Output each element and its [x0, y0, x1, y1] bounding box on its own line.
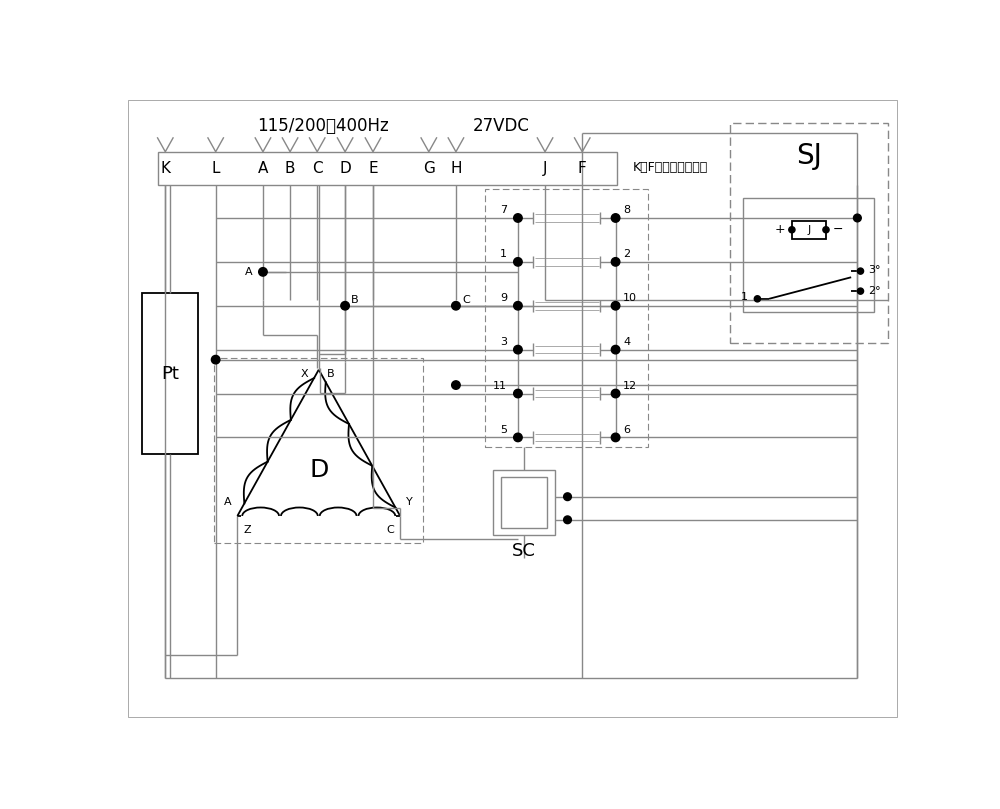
Text: 4: 4 [623, 337, 630, 347]
Circle shape [341, 302, 349, 310]
Bar [792, 221, 826, 239]
Text: G: G [423, 161, 435, 176]
Text: X: X [301, 369, 309, 379]
Text: K: K [160, 161, 170, 176]
Bar [142, 293, 198, 455]
Text: +: + [774, 223, 785, 236]
Text: A: A [245, 267, 253, 277]
Text: F: F [578, 161, 587, 176]
Text: J: J [807, 225, 811, 235]
Text: C: C [386, 525, 394, 535]
Circle shape [611, 302, 620, 310]
Text: −: − [833, 223, 844, 236]
Text: 1: 1 [500, 249, 507, 259]
Bar [158, 152, 617, 185]
Circle shape [754, 296, 761, 302]
Text: 10: 10 [623, 293, 637, 303]
Circle shape [857, 288, 864, 294]
Text: E: E [368, 161, 378, 176]
Circle shape [452, 381, 460, 389]
Bar [501, 477, 547, 527]
Circle shape [514, 257, 522, 266]
Circle shape [857, 268, 864, 274]
Text: 3: 3 [500, 337, 507, 347]
Circle shape [514, 345, 522, 354]
Text: B: B [285, 161, 295, 176]
Text: 1: 1 [741, 291, 748, 302]
Text: 27VDC: 27VDC [472, 116, 529, 134]
Text: Pt: Pt [161, 365, 179, 383]
Circle shape [823, 227, 829, 233]
Text: 7: 7 [500, 205, 507, 215]
Text: SC: SC [512, 541, 536, 560]
Text: B: B [351, 294, 359, 305]
Circle shape [564, 493, 571, 501]
Text: 6: 6 [623, 425, 630, 434]
Bar [730, 123, 888, 343]
Text: D: D [339, 161, 351, 176]
Text: 2°: 2° [868, 286, 881, 296]
Circle shape [611, 345, 620, 354]
Text: A: A [224, 497, 231, 507]
Circle shape [854, 214, 861, 222]
Circle shape [514, 433, 522, 442]
Text: D: D [309, 458, 328, 482]
Text: A: A [258, 161, 268, 176]
Text: 3°: 3° [868, 265, 881, 274]
Text: 12: 12 [623, 381, 637, 391]
Text: 9: 9 [500, 293, 507, 303]
Circle shape [452, 302, 460, 310]
Circle shape [611, 214, 620, 222]
Bar [485, 188, 648, 447]
Text: J: J [543, 161, 547, 176]
Text: B: B [326, 369, 334, 379]
Text: 2: 2 [623, 249, 630, 259]
Circle shape [564, 516, 571, 523]
Text: SJ: SJ [796, 142, 822, 170]
Circle shape [514, 214, 522, 222]
Circle shape [514, 302, 522, 310]
Text: Z: Z [244, 525, 251, 535]
Text: H: H [450, 161, 462, 176]
Circle shape [611, 389, 620, 398]
Circle shape [611, 433, 620, 442]
Text: Y: Y [406, 497, 413, 507]
Text: 8: 8 [623, 205, 630, 215]
Text: C: C [462, 294, 470, 305]
Circle shape [611, 257, 620, 266]
Circle shape [211, 355, 220, 364]
Bar [743, 197, 874, 312]
Text: 11: 11 [493, 381, 507, 391]
Text: L: L [211, 161, 220, 176]
Bar [214, 358, 423, 543]
Text: 5: 5 [500, 425, 507, 434]
Bar [493, 470, 555, 536]
Circle shape [259, 268, 267, 276]
Text: C: C [312, 161, 323, 176]
Circle shape [789, 227, 795, 233]
Circle shape [514, 389, 522, 398]
Text: K～F为插座插针序号: K～F为插座插针序号 [633, 162, 708, 175]
Text: 115/200、400Hz: 115/200、400Hz [257, 116, 388, 134]
